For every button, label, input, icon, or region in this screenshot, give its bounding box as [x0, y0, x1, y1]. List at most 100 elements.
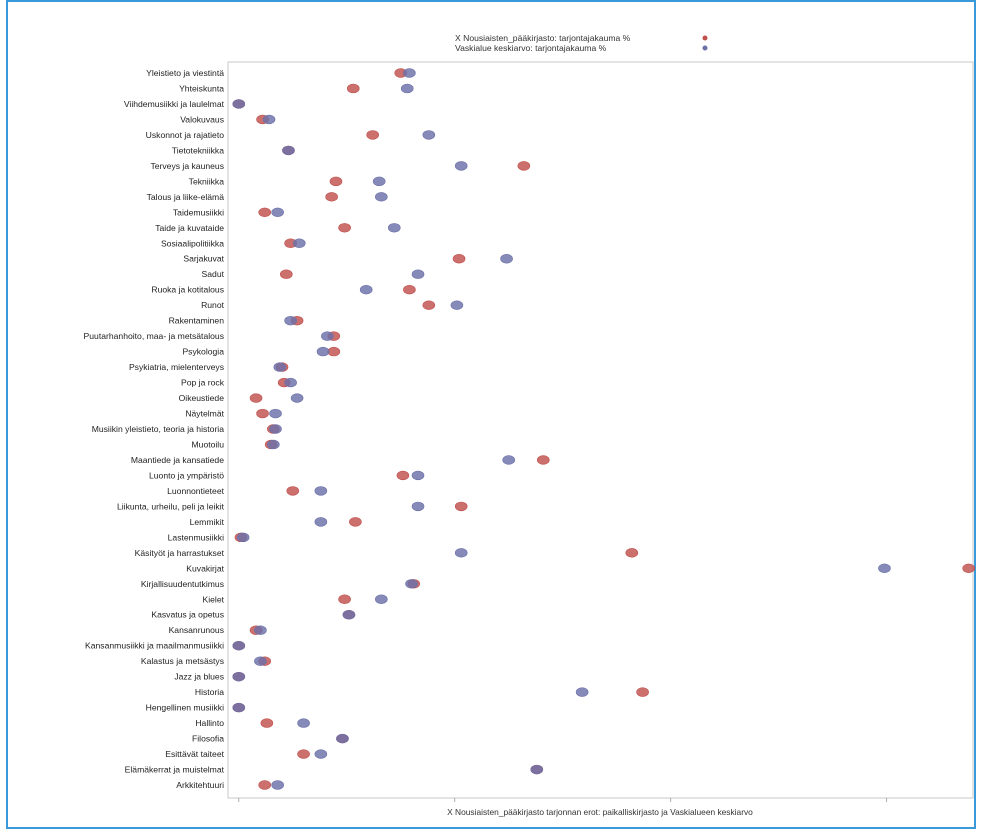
category-label: Psykologia	[182, 347, 224, 357]
point-blue	[359, 284, 373, 295]
category-label: Maantiede ja kansatiede	[131, 455, 224, 465]
point-blue	[290, 393, 304, 403]
point-red	[636, 687, 649, 697]
category-label: Tietotekniikka	[172, 145, 224, 155]
point-blue	[405, 579, 418, 589]
category-label: Hengellinen musiikki	[146, 703, 224, 713]
point-blue	[232, 640, 246, 651]
x-axis-ticks	[238, 798, 888, 802]
chart-legend: X Nousiaisten_pääkirjasto: tarjontajakau…	[455, 33, 708, 53]
category-label: Käsityöt ja harrastukset	[135, 548, 225, 558]
point-blue	[267, 439, 280, 450]
category-label: Taide ja kuvataide	[155, 223, 224, 233]
point-blue	[502, 455, 516, 465]
point-red	[962, 563, 975, 574]
point-blue	[372, 176, 386, 187]
category-label: Kielet	[203, 594, 225, 604]
point-red	[454, 501, 468, 512]
point-red	[256, 408, 269, 419]
category-label: Ruoka ja kotitalous	[151, 285, 224, 295]
category-label: Kuvakirjat	[186, 563, 224, 573]
point-blue	[273, 362, 287, 372]
point-blue	[454, 548, 468, 558]
category-label: Näytelmät	[185, 409, 224, 419]
point-blue	[314, 749, 328, 759]
point-blue	[271, 207, 284, 218]
legend-marker-blue	[702, 45, 708, 51]
category-label: Liikunta, urheilu, peli ja leikit	[117, 501, 225, 511]
point-red	[249, 393, 263, 403]
point-red	[366, 130, 379, 140]
point-red	[346, 83, 360, 94]
point-blue	[262, 114, 276, 125]
category-label: Filosofia	[192, 734, 224, 744]
point-blue	[282, 145, 295, 156]
point-blue	[236, 532, 250, 543]
legend-label-blue: Vaskialue keskiarvo: tarjontajakauma %	[455, 43, 607, 53]
point-red	[258, 780, 272, 790]
point-blue	[284, 315, 297, 326]
point-blue	[411, 501, 425, 512]
point-red	[338, 223, 351, 233]
category-label: Kansanrunous	[169, 625, 224, 635]
category-label: Terveys ja kauneus	[150, 161, 224, 171]
category-label: Psykiatria, mielenterveys	[129, 362, 224, 372]
category-label: Kirjallisuudentutkimus	[141, 579, 224, 589]
category-label: Kasvatus ja opetus	[151, 610, 224, 620]
point-blue	[454, 161, 468, 171]
point-blue	[530, 764, 544, 775]
point-blue	[269, 424, 282, 434]
plot-area	[227, 61, 974, 799]
category-label: Valokuvaus	[180, 114, 224, 124]
category-label: Yleistieto ja viestintä	[146, 68, 224, 78]
point-red	[517, 161, 531, 171]
category-label: Esittävät taiteet	[165, 749, 224, 759]
category-label: Kansanmusiikki ja maailmanmusiikki	[85, 641, 224, 651]
category-label: Kalastus ja metsästys	[141, 656, 224, 666]
point-blue	[269, 408, 282, 419]
category-label: Arkkitehtuuri	[176, 780, 224, 790]
point-red	[297, 749, 310, 759]
category-label: Lastenmusiikki	[168, 532, 224, 542]
category-label: Muotoilu	[192, 439, 225, 449]
point-blue	[375, 192, 388, 202]
point-blue	[314, 517, 328, 527]
category-label: Talous ja liike-elämä	[147, 192, 225, 202]
x-axis-title: X Nousiaisten_pääkirjasto tarjonnan erot…	[447, 807, 753, 817]
point-blue	[575, 687, 589, 697]
point-blue	[254, 625, 267, 635]
point-blue	[422, 130, 436, 140]
point-red	[258, 207, 272, 218]
category-label: Lemmikit	[190, 517, 225, 527]
point-red	[286, 486, 300, 496]
point-blue	[400, 83, 414, 94]
point-red	[422, 300, 436, 310]
point-blue	[321, 331, 334, 341]
category-label: Luonto ja ympäristö	[149, 470, 224, 480]
point-blue	[411, 269, 425, 279]
category-label: Elämäkerrat ja muistelmat	[125, 765, 225, 775]
point-red	[325, 192, 338, 202]
category-label: Jazz ja blues	[174, 672, 224, 682]
point-blue	[387, 223, 401, 233]
category-labels: Yleistieto ja viestintä Yhteiskunta Viihde…	[84, 68, 225, 790]
point-blue	[403, 68, 416, 78]
point-red	[280, 269, 293, 279]
category-label: Taidemusiikki	[173, 207, 224, 217]
point-blue	[232, 702, 246, 713]
category-label: Hallinto	[195, 718, 224, 728]
legend-marker-red	[702, 35, 708, 41]
category-label: Runot	[201, 300, 225, 310]
legend-label-red: X Nousiaisten_pääkirjasto: tarjontajakau…	[455, 33, 631, 43]
category-label: Puutarhanhoito, maa- ja metsätalous	[84, 331, 224, 341]
point-blue	[411, 470, 425, 481]
point-blue	[500, 254, 513, 264]
point-red	[329, 176, 343, 187]
point-blue	[336, 733, 349, 744]
category-label: Sarjakuvat	[183, 254, 224, 264]
category-label: Rakentaminen	[169, 316, 225, 326]
point-blue	[450, 300, 464, 310]
point-blue	[316, 346, 330, 357]
category-label: Tekniikka	[189, 176, 225, 186]
point-red	[396, 470, 410, 481]
